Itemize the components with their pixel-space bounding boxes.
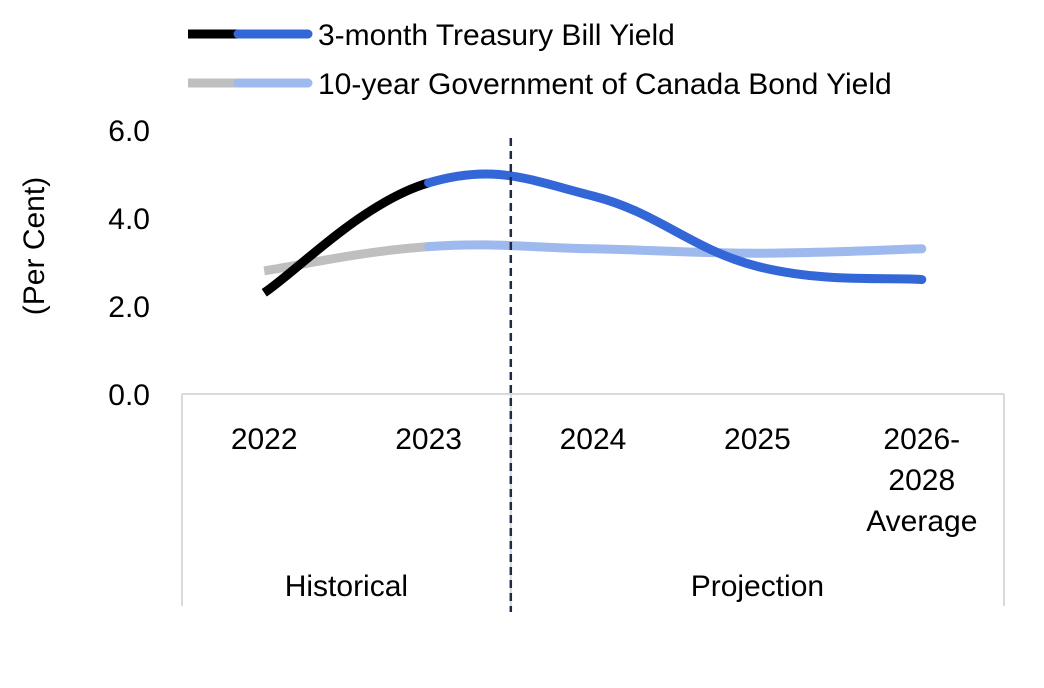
y-tick-label: 6.0 xyxy=(108,115,150,148)
series-line-bond-historical xyxy=(263,242,429,276)
y-axis-ticks: 0.0 2.0 4.0 6.0 xyxy=(108,115,150,412)
x-tick-label: 2026- xyxy=(883,423,960,456)
x-tick-label: 2025 xyxy=(724,423,791,456)
group-label: Historical xyxy=(285,570,408,603)
category-axis-labels: 2022 2023 2024 2025 2026- 2028 Average xyxy=(231,423,978,538)
x-tick-label: 2023 xyxy=(395,423,462,456)
y-axis-title: (Per Cent) xyxy=(18,177,51,315)
group-label: Projection xyxy=(691,570,824,603)
y-tick-label: 4.0 xyxy=(108,203,150,236)
group-axis-labels: Historical Projection xyxy=(285,570,824,603)
legend-label-tbill: 3-month Treasury Bill Yield xyxy=(318,19,675,52)
legend-item-tbill: 3-month Treasury Bill Yield xyxy=(188,19,675,52)
legend-label-bond: 10-year Government of Canada Bond Yield xyxy=(318,68,892,101)
y-tick-label: 2.0 xyxy=(108,291,150,324)
y-tick-label: 0.0 xyxy=(108,379,150,412)
legend: 3-month Treasury Bill Yield 10-year Gove… xyxy=(188,19,892,101)
series-line-tbill-projection xyxy=(424,169,927,285)
series-line-bond-projection xyxy=(424,240,927,258)
legend-item-bond: 10-year Government of Canada Bond Yield xyxy=(188,68,892,101)
x-tick-label: 2024 xyxy=(560,423,627,456)
x-tick-label: 2022 xyxy=(231,423,298,456)
x-tick-label: 2028 xyxy=(888,464,955,497)
x-tick-label: Average xyxy=(866,505,977,538)
plot-lines xyxy=(261,138,927,612)
series-line-tbill-historical xyxy=(261,178,430,297)
